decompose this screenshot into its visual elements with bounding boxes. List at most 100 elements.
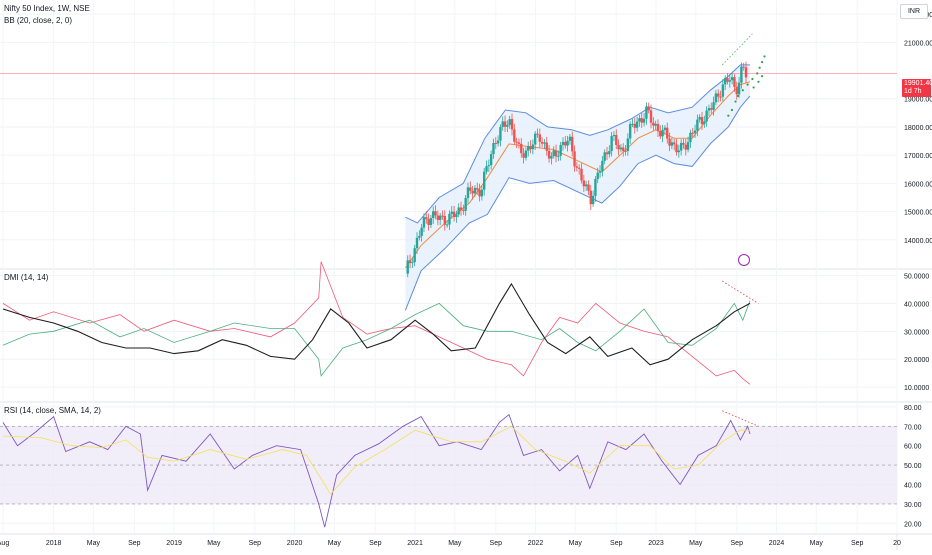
candle-body [415,237,419,249]
dmi-pane[interactable] [2,261,759,385]
candle-body [714,93,718,103]
price-pane[interactable] [0,33,897,311]
candle-body [538,134,542,142]
candle-body [584,184,588,187]
projection-dot [752,86,755,89]
candle-body [742,66,745,68]
candle-body [661,129,664,137]
projection-dot [763,55,766,58]
candle-body [547,150,551,159]
candle-body [494,143,497,145]
candle-body [471,190,474,194]
x-axis-label: 20 [893,540,901,547]
candle-body [656,123,660,132]
candle-body [522,153,525,158]
price-tick-label: 16000.00 [904,181,932,188]
candle-body [654,123,657,126]
candle-body [478,189,481,197]
candle-body [448,213,451,225]
x-axis-label: Sep [731,540,744,547]
candle-body [575,166,579,168]
rsi-tick-label: 30.00 [904,502,922,509]
candle-body [740,66,743,83]
candle-body [615,134,618,145]
bb-basis-line [404,81,751,269]
candle-body [554,150,558,157]
x-axis-label: Sep [851,540,864,547]
candle-body [726,78,729,82]
projection-dot [734,100,737,103]
candle-body [557,155,560,157]
candle-body [457,207,460,215]
candle-body [642,118,646,123]
candle-body [723,78,727,85]
candle-body [603,152,606,161]
candle-body [663,127,667,130]
candle-body [406,260,409,274]
candle-body [707,108,711,111]
dmi-trendline [722,280,759,304]
rsi-legend[interactable]: RSI (14, close, SMA, 14, 2) [4,406,101,415]
bb-lower-line [404,95,751,311]
price-tick-label: 17000.00 [904,153,932,160]
projection-dot [741,89,744,92]
candle-body [737,82,741,95]
candle-body [540,141,544,144]
candle-body [649,110,653,123]
candle-body [728,80,732,82]
projection-dot [757,80,760,83]
candle-body [418,235,421,238]
candle-body [631,123,634,125]
candle-body [598,171,602,173]
projection-dot [758,66,761,69]
bb-upper-line [405,64,750,224]
candle-body [425,217,428,220]
candle-body [571,136,574,152]
candle-body [684,144,687,150]
candle-body [473,188,477,194]
rsi-trendline [722,410,759,427]
candle-body [610,136,613,152]
candle-body [635,121,639,128]
candle-body [466,187,470,199]
rsi-pane[interactable] [0,410,897,528]
x-axis-label: 2020 [287,540,303,547]
candle-body [710,108,713,110]
price-tag-value: 19901.40 [904,80,932,87]
candle-body [693,130,697,134]
x-axis-label: Sep [610,540,623,547]
candle-body [624,150,627,152]
price-tick-label: 19000.00 [904,97,932,104]
candle-body [587,184,590,191]
rsi-tick-label: 80.00 [904,405,922,412]
rsi-tick-label: 20.00 [904,521,922,528]
candle-body [487,165,491,167]
candle-body [691,132,694,134]
candle-body [564,141,567,146]
dmi-tick-label: 50.0000 [904,274,929,281]
symbol-legend[interactable]: Nifty 50 Index, 1W, NSE [4,4,90,13]
candle-body [717,93,720,97]
candle-body [420,227,423,236]
currency-label[interactable]: INR [900,4,928,19]
candle-body [628,124,632,139]
candle-body [510,119,514,130]
rsi-ma-line [2,425,750,495]
candle-body [531,144,535,150]
bb-legend[interactable]: BB (20, close, 2, 0) [4,16,73,25]
candle-body [696,119,699,131]
price-tick-label: 21000.00 [904,40,932,47]
projection-dot [730,108,734,112]
dmi-legend[interactable]: DMI (14, 14) [4,273,49,282]
candle-body [730,77,734,81]
tradingview-logo-icon[interactable] [738,254,750,266]
x-axis-label: 2019 [166,540,182,547]
candle-body [513,129,516,142]
x-axis-label: Sep [128,540,141,547]
candle-body [640,118,643,123]
candle-body [529,146,532,150]
x-axis-label: May [207,540,221,547]
candle-body [561,141,565,145]
